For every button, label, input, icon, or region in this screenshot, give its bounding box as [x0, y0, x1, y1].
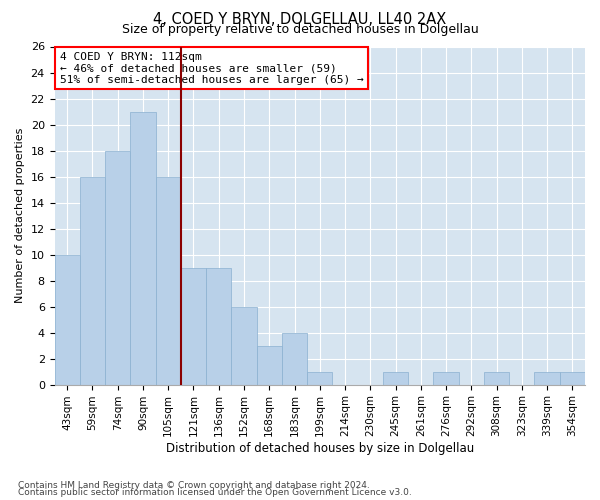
Bar — [232, 306, 257, 384]
Bar — [130, 112, 155, 384]
Text: 4 COED Y BRYN: 112sqm
← 46% of detached houses are smaller (59)
51% of semi-deta: 4 COED Y BRYN: 112sqm ← 46% of detached … — [60, 52, 364, 85]
Text: Size of property relative to detached houses in Dolgellau: Size of property relative to detached ho… — [122, 22, 478, 36]
Bar — [80, 176, 105, 384]
Bar — [535, 372, 560, 384]
Bar — [307, 372, 332, 384]
Bar — [433, 372, 458, 384]
Bar — [105, 150, 130, 384]
Bar — [282, 332, 307, 384]
Y-axis label: Number of detached properties: Number of detached properties — [15, 128, 25, 303]
Text: Contains public sector information licensed under the Open Government Licence v3: Contains public sector information licen… — [18, 488, 412, 497]
X-axis label: Distribution of detached houses by size in Dolgellau: Distribution of detached houses by size … — [166, 442, 474, 455]
Bar — [155, 176, 181, 384]
Bar — [383, 372, 408, 384]
Text: Contains HM Land Registry data © Crown copyright and database right 2024.: Contains HM Land Registry data © Crown c… — [18, 480, 370, 490]
Bar — [484, 372, 509, 384]
Bar — [560, 372, 585, 384]
Bar — [257, 346, 282, 385]
Bar — [55, 254, 80, 384]
Text: 4, COED Y BRYN, DOLGELLAU, LL40 2AX: 4, COED Y BRYN, DOLGELLAU, LL40 2AX — [154, 12, 446, 28]
Bar — [181, 268, 206, 384]
Bar — [206, 268, 232, 384]
